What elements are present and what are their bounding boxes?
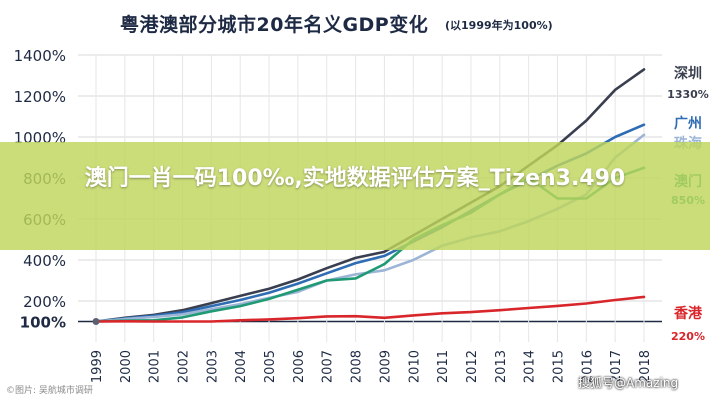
- x-tick-label: 2012: [465, 350, 480, 383]
- x-tick-label: 2013: [494, 350, 509, 383]
- overlay-banner-text: 澳门一肖一码100‰,实地数据评估方案_Tizen3.490: [84, 166, 626, 191]
- x-tick-label: 2000: [119, 350, 134, 383]
- y-tick-label: 1200%: [14, 88, 66, 106]
- x-tick-label: 2016: [580, 350, 595, 383]
- series-end-value-label: 220%: [671, 330, 705, 343]
- source-watermark: ©图片: 吴航城市调研: [6, 386, 93, 396]
- series-name-label: 深圳: [674, 65, 702, 82]
- y-tick-label: 100%: [20, 314, 66, 332]
- series-line-香港: [94, 295, 646, 323]
- chart-title: 粤港澳部分城市20年名义GDP变化: [120, 14, 429, 36]
- x-tick-label: 2006: [292, 350, 307, 383]
- x-tick-label: 2008: [350, 350, 365, 383]
- series-name-label: 广州: [674, 115, 702, 132]
- x-tick-label: 2004: [234, 350, 249, 383]
- series-name-label: 香港: [673, 305, 703, 322]
- y-tick-label: 200%: [23, 293, 66, 311]
- overlay-banner: [0, 142, 710, 250]
- y-tick-label: 400%: [23, 252, 66, 270]
- x-tick-label: 2005: [263, 350, 278, 383]
- site-watermark: 搜狐号@Amazing: [578, 376, 679, 390]
- x-tick-label: 2010: [407, 350, 422, 383]
- x-tick-label: 2011: [436, 350, 451, 383]
- x-tick-label: 2018: [638, 350, 653, 383]
- x-tick-label: 2009: [378, 350, 393, 383]
- x-tick-label: 2002: [177, 350, 192, 383]
- x-tick-label: 2017: [609, 350, 624, 383]
- x-tick-label: 2007: [321, 350, 336, 383]
- base-point-marker: [92, 318, 100, 325]
- x-tick-label: 2015: [551, 350, 566, 383]
- x-tick-label: 2001: [148, 350, 163, 383]
- x-tick-label: 2003: [205, 350, 220, 383]
- x-tick-label: 1999: [90, 350, 105, 383]
- chart-subtitle: (以1999年为100%): [445, 19, 553, 32]
- y-tick-label: 1400%: [14, 47, 66, 65]
- x-tick-label: 2014: [523, 350, 538, 383]
- series-end-value-label: 1330%: [667, 88, 709, 101]
